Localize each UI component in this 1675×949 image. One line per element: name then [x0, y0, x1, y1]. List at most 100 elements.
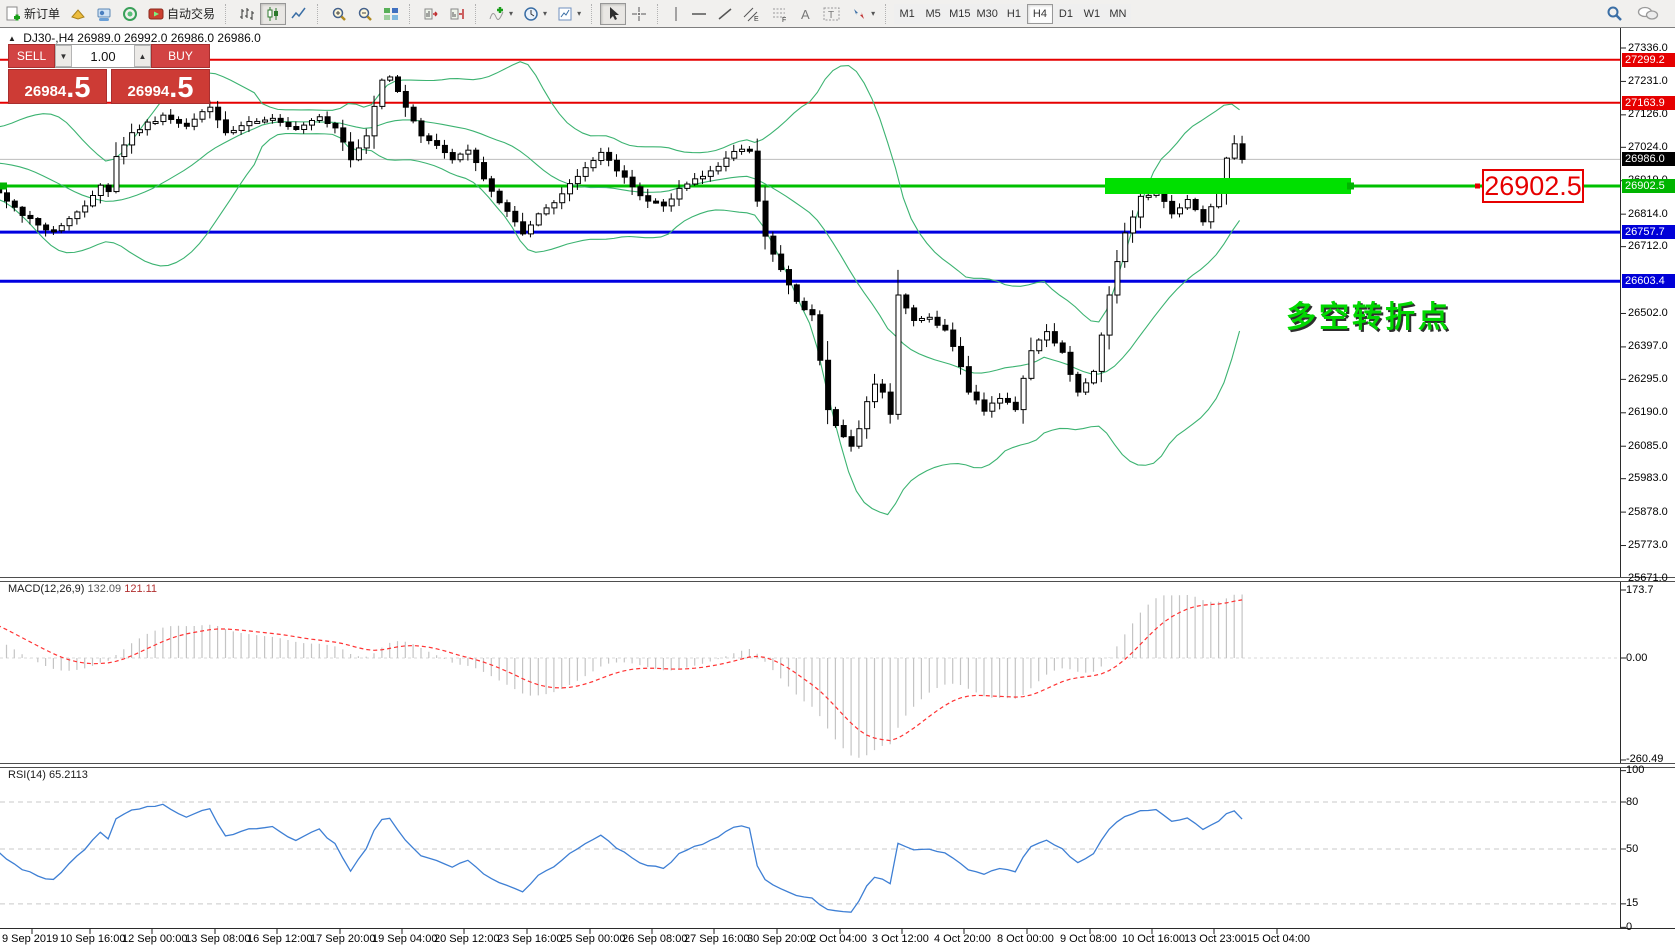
templates-button[interactable]: ▾	[552, 3, 586, 25]
chat-icon[interactable]	[1637, 5, 1659, 22]
periods-button[interactable]: ▾	[518, 3, 552, 25]
price-marker-label: 27163.9	[1622, 95, 1675, 110]
chart-candles-button[interactable]	[260, 2, 287, 25]
autotrading-button[interactable]: 自动交易	[143, 3, 220, 25]
time-axis-label: 8 Oct 00:00	[997, 933, 1054, 945]
trendline-button[interactable]	[712, 3, 738, 25]
one-click-trading-panel: SELL ▼ 1.00 ▲ BUY 26984.5 26994.5	[8, 44, 210, 104]
chart-line-button[interactable]	[286, 3, 312, 25]
sell-button[interactable]: SELL	[8, 44, 55, 68]
sell-price-main: 26984	[24, 83, 67, 100]
navigator-icon	[97, 8, 111, 21]
volume-increase-button[interactable]: ▲	[134, 45, 151, 67]
price-callout[interactable]: 26902.5	[1482, 169, 1584, 203]
fibonacci-icon: F	[773, 8, 786, 22]
price-tick-label: 27024.0	[1628, 140, 1668, 153]
buy-price[interactable]: 26994.5	[111, 69, 210, 104]
panel-splitter-macd[interactable]	[0, 577, 1675, 582]
price-tick-label: 27336.0	[1628, 41, 1668, 54]
autotrading-icon	[148, 8, 164, 19]
price-tick-label: 26295.0	[1628, 372, 1668, 385]
toolbar: 新订单 自动交易	[0, 0, 1675, 27]
toolbar-separator	[657, 3, 662, 24]
price-marker-label: 26902.5	[1622, 178, 1675, 193]
crosshair-icon	[632, 6, 647, 21]
price-tick-label: 25773.0	[1628, 539, 1668, 552]
timeframe-button-m1[interactable]: M1	[894, 3, 921, 24]
macd-plot	[0, 594, 1620, 758]
terminal-button[interactable]	[117, 3, 143, 25]
time-axis-label: 25 Sep 00:00	[560, 933, 626, 945]
equidistant-channel-button[interactable]: E	[738, 3, 766, 25]
timeframe-button-h1[interactable]: H1	[1000, 3, 1027, 24]
sell-price[interactable]: 26984.5	[8, 69, 107, 104]
chart-shift-icon	[424, 8, 438, 19]
timeframe-button-m15[interactable]: M15	[946, 3, 974, 24]
timeframe-button-h4[interactable]: H4	[1026, 3, 1053, 24]
search-icon[interactable]	[1606, 5, 1623, 22]
timeframe-button-mn[interactable]: MN	[1104, 3, 1131, 24]
panel-splitter-rsi[interactable]	[0, 763, 1675, 768]
toolbar-separator	[225, 3, 230, 24]
zoom-out-button[interactable]	[352, 3, 378, 25]
volume-stepper[interactable]: ▼ 1.00 ▲	[55, 44, 151, 68]
time-axis-label: 12 Sep 00:00	[122, 933, 188, 945]
macd-name: MACD(12,26,9)	[8, 583, 85, 595]
price-tick-label: 27126.0	[1628, 108, 1668, 121]
price-tick-label: 26814.0	[1628, 207, 1668, 220]
volume-decrease-button[interactable]: ▼	[55, 45, 72, 67]
timeframe-button-d1[interactable]: D1	[1052, 3, 1079, 24]
volume-value[interactable]: 1.00	[90, 48, 116, 64]
time-axis-label: 10 Oct 16:00	[1122, 933, 1185, 945]
tile-windows-button[interactable]	[378, 3, 404, 25]
cursor-icon	[610, 6, 620, 20]
time-axis-label: 13 Sep 08:00	[185, 933, 251, 945]
macd-axis-label: -260.49	[1626, 753, 1664, 766]
svg-text:A: A	[801, 7, 810, 22]
rsi-axis-label: 50	[1626, 842, 1639, 855]
rsi-axis-label: 80	[1626, 795, 1639, 808]
price-axis-line	[1620, 28, 1621, 929]
svg-text:F: F	[782, 17, 786, 22]
market-watch-button[interactable]	[65, 3, 91, 25]
rsi-plot	[0, 801, 1620, 913]
horizontal-line-button[interactable]	[686, 3, 712, 25]
crosshair-button[interactable]	[626, 3, 652, 25]
terminal-icon	[123, 6, 138, 21]
text-button[interactable]: A	[794, 3, 818, 25]
buy-price-main: 26994	[127, 83, 170, 100]
zoom-in-button[interactable]	[326, 3, 352, 25]
timeframe-button-m30[interactable]: M30	[973, 3, 1001, 24]
time-axis-label: 30 Sep 20:00	[747, 933, 813, 945]
cursor-button[interactable]	[600, 2, 627, 25]
auto-scroll-button[interactable]	[444, 3, 470, 25]
ohlc-values: 26989.0 26992.0 26986.0 26986.0	[77, 31, 261, 45]
main-chart-plot	[0, 58, 1620, 516]
time-axis-label: 3 Oct 12:00	[872, 933, 929, 945]
navigator-button[interactable]	[91, 3, 117, 25]
macd-axis-label: 173.7	[1626, 583, 1654, 596]
buy-button[interactable]: BUY	[151, 44, 210, 68]
time-axis-label: 4 Oct 20:00	[934, 933, 991, 945]
vertical-line-button[interactable]	[666, 3, 686, 25]
text-label-button[interactable]: T	[818, 3, 846, 25]
price-tick-label: 27231.0	[1628, 74, 1668, 87]
arrows-button[interactable]: ▾	[846, 3, 880, 25]
collapse-arrow-icon[interactable]: ▲	[8, 34, 16, 43]
fibonacci-button[interactable]: F	[766, 3, 794, 25]
new-order-button[interactable]: 新订单	[0, 3, 65, 25]
toolbar-separator	[409, 3, 414, 24]
timeframe-button-w1[interactable]: W1	[1078, 3, 1105, 24]
price-marker-label: 26986.0	[1622, 152, 1675, 167]
sell-price-frac: .5	[66, 72, 91, 104]
macd-value-main: 132.09	[87, 583, 122, 595]
chart-shift-button[interactable]	[418, 3, 444, 25]
timeframe-button-m5[interactable]: M5	[920, 3, 947, 24]
chart-bars-button[interactable]	[234, 3, 260, 25]
indicators-button[interactable]: ▾	[484, 3, 518, 25]
annotation-text[interactable]: 多空转折点	[1286, 301, 1451, 334]
time-axis-label: 23 Sep 16:00	[497, 933, 563, 945]
price-tick-label: 25983.0	[1628, 472, 1668, 485]
trendline-icon	[718, 7, 732, 20]
